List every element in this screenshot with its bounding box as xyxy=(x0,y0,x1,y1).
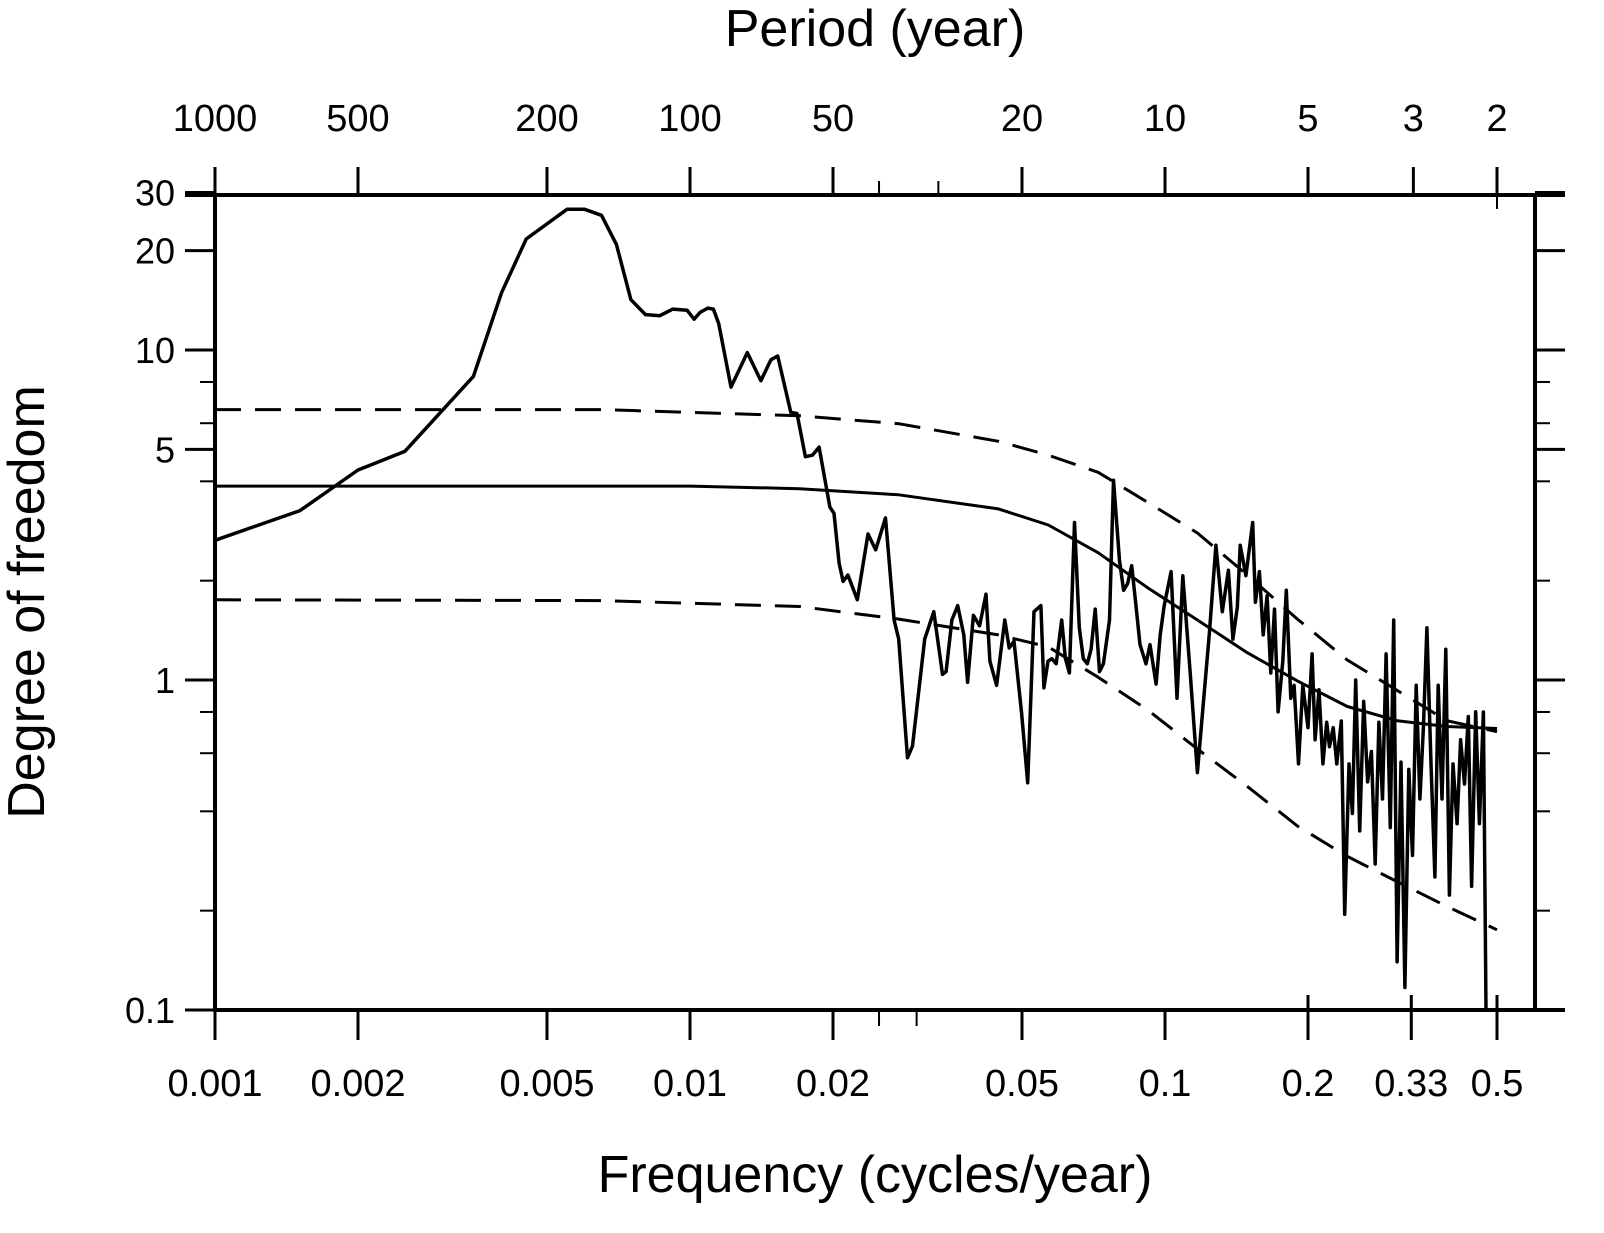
x-tick-label: 0.05 xyxy=(985,1063,1059,1105)
x-tick-label: 0.1 xyxy=(1139,1063,1192,1105)
x-tick-label: 0.01 xyxy=(653,1063,727,1105)
y-tick-label: 5 xyxy=(155,429,175,470)
top-tick-label: 5 xyxy=(1297,98,1318,140)
top-tick-label: 200 xyxy=(515,98,578,140)
top-tick-label: 3 xyxy=(1403,98,1424,140)
axes: 0.001 0.002 0.005 0.01 0.02 0.05 0.1 0.2 0.33 0.5… xyxy=(125,98,1565,1105)
top-tick-label: 500 xyxy=(326,98,389,140)
y-tick-label: 30 xyxy=(135,173,175,214)
series-red-noise-background xyxy=(215,484,1498,730)
x-tick-label: 0.02 xyxy=(796,1063,870,1105)
top-tick-label: 20 xyxy=(1001,98,1043,140)
top-axis-title: Period (year) xyxy=(725,0,1026,58)
y-tick-label: 10 xyxy=(135,330,175,371)
y-tick-label: 20 xyxy=(135,231,175,272)
y-axis-title: Degree of freedom xyxy=(0,385,56,819)
top-tick-label: 10 xyxy=(1144,98,1186,140)
plot-area xyxy=(214,207,1498,1011)
top-tick-label: 100 xyxy=(658,98,721,140)
y-tick-label: 1 xyxy=(155,660,175,701)
x-tick-label: 0.2 xyxy=(1282,1063,1335,1105)
x-tick-label: 0.001 xyxy=(167,1063,262,1105)
x-axis-title: Frequency (cycles/year) xyxy=(598,1146,1153,1204)
series-lower-confidence-bound xyxy=(214,598,1498,932)
x-tick-label: 0.33 xyxy=(1374,1063,1448,1105)
y-tick-label: 0.1 xyxy=(125,990,175,1031)
x-tick-label: 0.005 xyxy=(499,1063,594,1105)
top-tick-label: 50 xyxy=(812,98,854,140)
x-tick-label: 0.002 xyxy=(310,1063,405,1105)
x-tick-label: 0.5 xyxy=(1471,1063,1524,1105)
series-spectrum xyxy=(214,207,1488,1011)
top-tick-label: 1000 xyxy=(173,98,258,140)
series-upper-confidence-bound xyxy=(215,408,1498,734)
top-tick-label: 2 xyxy=(1486,98,1507,140)
